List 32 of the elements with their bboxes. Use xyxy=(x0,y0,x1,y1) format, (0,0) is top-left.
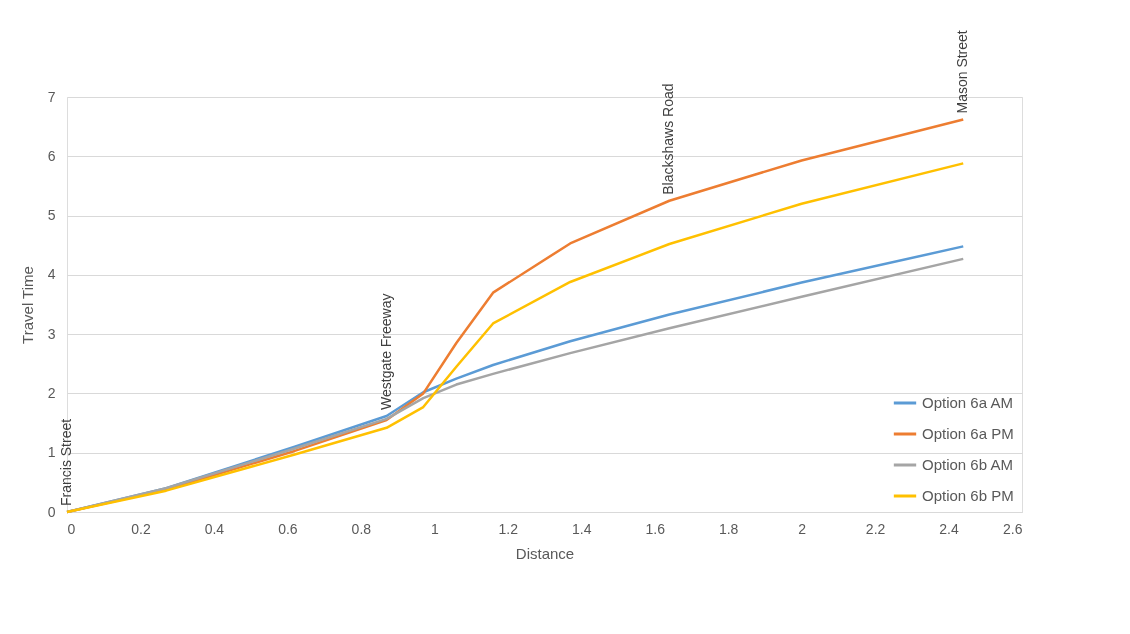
y-axis-title: Travel Time xyxy=(18,266,36,344)
x-tick-label: 2 xyxy=(798,520,807,537)
y-tick-label: 0 xyxy=(47,503,56,520)
x-tick-label: 2.4 xyxy=(939,520,959,537)
x-tick-label: 1 xyxy=(430,520,439,537)
legend-label: Option 6a PM xyxy=(922,425,1014,442)
annotation: Westgate Freeway xyxy=(377,293,394,410)
y-tick-label: 1 xyxy=(47,444,56,461)
x-tick-label: 0.6 xyxy=(278,520,298,537)
annotation: Blackshaws Road xyxy=(660,83,677,195)
y-tick-label: 4 xyxy=(47,266,56,283)
x-tick-label: 2.6 xyxy=(1003,520,1023,537)
x-tick-label: 1.2 xyxy=(498,520,519,537)
x-tick-label: 1.8 xyxy=(718,520,739,537)
legend-label: Option 6a AM xyxy=(922,394,1013,411)
y-tick-label: 7 xyxy=(47,88,56,105)
x-axis-title: Distance xyxy=(515,544,575,562)
legend-label: Option 6b AM xyxy=(922,456,1013,473)
annotation: Mason Street xyxy=(954,30,971,114)
x-tick-label: 0 xyxy=(67,520,76,537)
annotation: Francis Street xyxy=(58,418,74,506)
x-tick-label: 2.2 xyxy=(865,520,886,537)
y-tick-label: 2 xyxy=(47,384,56,401)
y-tick-label: 5 xyxy=(47,207,56,224)
x-tick-label: 0.4 xyxy=(204,520,225,537)
legend-label: Option 6b PM xyxy=(922,487,1014,504)
y-tick-label: 3 xyxy=(47,325,56,342)
x-tick-label: 0.2 xyxy=(131,520,151,537)
x-tick-label: 0.8 xyxy=(351,520,372,537)
y-tick-label: 6 xyxy=(47,147,56,164)
x-tick-label: 1.6 xyxy=(645,520,666,537)
x-tick-label: 1.4 xyxy=(572,520,592,537)
